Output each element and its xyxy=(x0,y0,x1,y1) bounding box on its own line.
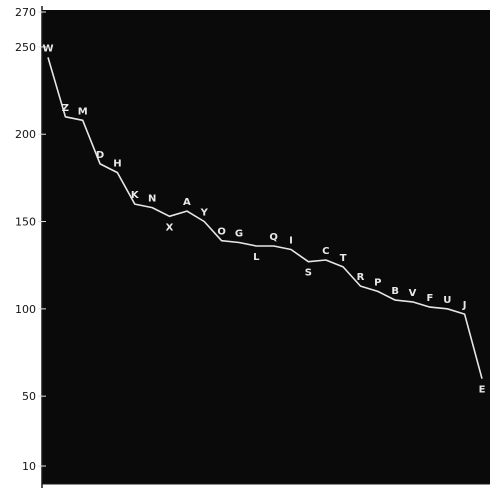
point-label: N xyxy=(148,194,156,205)
series-layer xyxy=(47,57,483,379)
point-label: L xyxy=(253,252,260,263)
point-label: S xyxy=(305,268,312,279)
series-line xyxy=(47,57,483,379)
y-axis-ticks: 270 250 200 150 100 50 10 xyxy=(15,6,46,473)
point-label: J xyxy=(462,300,467,311)
point-label: R xyxy=(357,272,365,283)
point-label: K xyxy=(131,190,140,201)
point-label: B xyxy=(391,286,399,297)
point-label: A xyxy=(183,197,191,208)
y-tick-label: 50 xyxy=(22,390,36,403)
point-label: Q xyxy=(269,232,278,243)
point-label: E xyxy=(479,385,486,396)
point-label: Z xyxy=(62,103,69,114)
y-tick-label: 150 xyxy=(15,216,36,229)
axes xyxy=(41,6,490,488)
y-tick-label: 200 xyxy=(15,128,36,141)
point-label: F xyxy=(426,293,433,304)
point-label: P xyxy=(374,277,381,288)
point-label: D xyxy=(96,150,104,161)
point-label: I xyxy=(289,235,293,246)
y-tick-label: 100 xyxy=(15,303,36,316)
point-label: U xyxy=(443,295,451,306)
y-tick-label: 270 xyxy=(15,6,36,19)
point-label: T xyxy=(340,253,347,264)
point-label: G xyxy=(235,228,243,239)
point-label: C xyxy=(322,246,329,257)
plot-background xyxy=(42,10,490,484)
point-label: H xyxy=(113,159,121,170)
point-label: Y xyxy=(200,208,209,219)
y-tick-label: 250 xyxy=(15,41,36,54)
point-label: M xyxy=(78,106,88,117)
point-label: O xyxy=(217,227,226,238)
point-label: X xyxy=(166,222,174,233)
point-label: W xyxy=(42,43,53,54)
point-label: V xyxy=(409,288,417,299)
y-tick-label: 10 xyxy=(22,460,36,473)
